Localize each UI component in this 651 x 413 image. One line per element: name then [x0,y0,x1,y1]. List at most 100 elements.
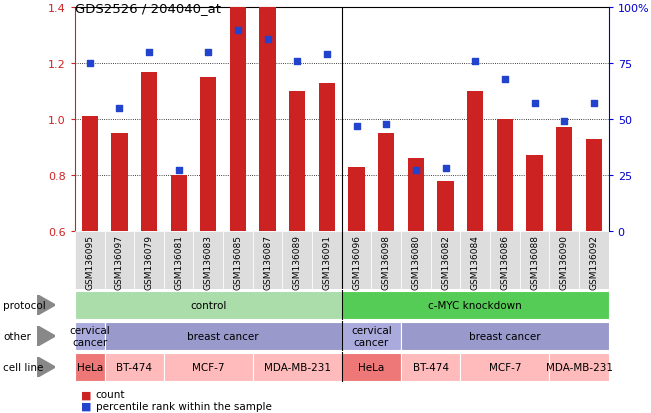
Text: GSM136096: GSM136096 [352,234,361,289]
Bar [348,167,365,231]
Point [144,50,154,56]
Point [411,168,421,174]
Text: GDS2526 / 204040_at: GDS2526 / 204040_at [75,2,221,15]
Bar [200,78,217,231]
Point [440,166,450,172]
Bar [319,83,335,231]
Text: MCF-7: MCF-7 [192,362,225,372]
Text: GSM136090: GSM136090 [560,234,569,289]
Text: HeLa: HeLa [358,362,385,372]
Point [500,76,510,83]
Bar [497,120,513,231]
Bar [437,181,454,231]
Text: GSM136086: GSM136086 [501,234,509,289]
Text: GSM136079: GSM136079 [145,234,154,289]
Bar [467,92,484,231]
Bar [105,353,164,382]
Bar [105,322,342,351]
Bar [164,353,253,382]
Text: GSM136084: GSM136084 [471,234,480,289]
Bar [431,231,460,289]
Text: GSM136087: GSM136087 [263,234,272,289]
Text: MCF-7: MCF-7 [489,362,521,372]
Text: GSM136088: GSM136088 [530,234,539,289]
Bar [312,231,342,289]
Bar [401,353,460,382]
Text: GSM136080: GSM136080 [411,234,421,289]
Polygon shape [37,357,55,377]
Bar [556,128,572,231]
Bar [164,231,193,289]
Text: GSM136085: GSM136085 [234,234,242,289]
Bar [75,231,105,289]
Bar [519,231,549,289]
Point [589,101,599,107]
Bar [460,231,490,289]
Point [85,61,95,67]
Bar [81,117,98,231]
Bar [260,8,276,231]
Point [262,36,273,43]
Point [381,121,391,128]
Text: GSM136091: GSM136091 [322,234,331,289]
Text: count: count [96,389,125,399]
Bar [75,353,105,382]
Point [173,168,184,174]
Bar [141,72,157,231]
Bar [230,8,246,231]
Text: MDA-MB-231: MDA-MB-231 [264,362,331,372]
Text: protocol: protocol [3,300,46,310]
Bar [527,156,543,231]
Point [114,105,124,112]
Bar [579,231,609,289]
Bar [549,231,579,289]
Text: GSM136092: GSM136092 [589,234,598,289]
Text: GSM136083: GSM136083 [204,234,213,289]
Text: BT-474: BT-474 [413,362,449,372]
Text: cell line: cell line [3,362,44,372]
Bar [342,291,609,320]
Point [470,59,480,65]
Text: ■: ■ [81,401,92,411]
Bar [586,139,602,231]
Point [352,123,362,130]
Bar [372,231,401,289]
Bar [401,322,609,351]
Text: GSM136082: GSM136082 [441,234,450,289]
Text: cervical
cancer: cervical cancer [351,325,392,347]
Point [559,119,570,125]
Text: c-MYC knockdown: c-MYC knockdown [428,300,522,310]
Text: control: control [190,300,227,310]
Bar [408,159,424,231]
Text: MDA-MB-231: MDA-MB-231 [546,362,613,372]
Text: BT-474: BT-474 [116,362,152,372]
Bar [253,231,283,289]
Bar [223,231,253,289]
Bar [460,353,549,382]
Bar [401,231,431,289]
Bar [253,353,342,382]
Text: cervical
cancer: cervical cancer [69,325,110,347]
Bar [283,231,312,289]
Bar [111,134,128,231]
Text: GSM136098: GSM136098 [381,234,391,289]
Text: GSM136095: GSM136095 [85,234,94,289]
Bar [342,353,401,382]
Point [322,52,332,58]
Bar [378,134,395,231]
Bar [490,231,519,289]
Text: ■: ■ [81,389,92,399]
Bar [134,231,164,289]
Point [233,27,243,34]
Text: GSM136081: GSM136081 [174,234,183,289]
Point [292,59,303,65]
Bar [75,291,342,320]
Text: other: other [3,331,31,341]
Bar [342,231,372,289]
Polygon shape [37,295,55,316]
Bar [342,322,401,351]
Bar [105,231,134,289]
Bar [193,231,223,289]
Polygon shape [37,326,55,347]
Bar [549,353,609,382]
